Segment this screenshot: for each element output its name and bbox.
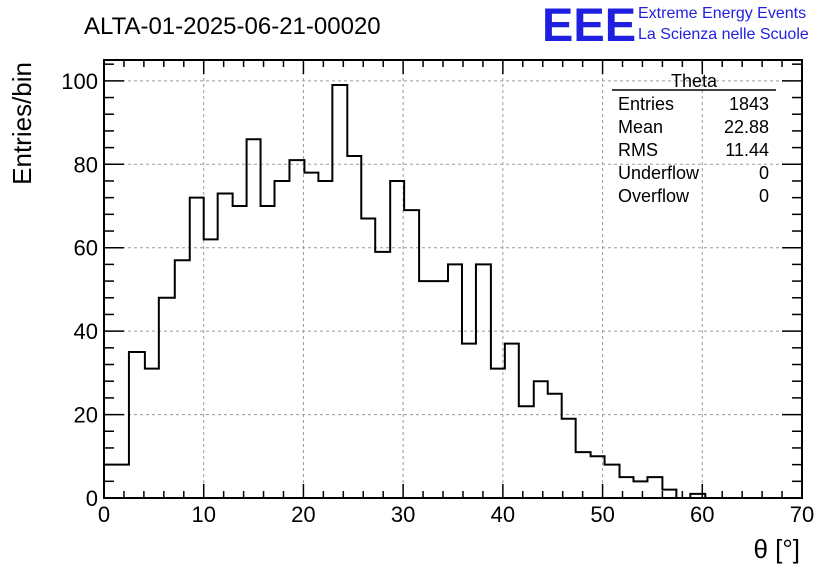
histogram-bin [662, 490, 676, 498]
histogram-bin [562, 419, 576, 498]
histogram-bin [159, 298, 175, 498]
histogram-bin [347, 156, 361, 498]
stats-label-rms: RMS [618, 140, 658, 160]
histogram-bin [145, 369, 159, 498]
histogram-bin [261, 206, 275, 498]
eee-logo-mark: EEE [542, 0, 636, 51]
stats-box: Theta Entries 1843 Mean 22.88 RMS 11.44 … [612, 71, 776, 206]
histogram-bin [275, 181, 290, 498]
x-tick-label: 40 [491, 502, 515, 527]
y-axis-title: Entries/bin [7, 62, 37, 185]
histogram-bin [519, 406, 534, 498]
histogram-bin [419, 281, 433, 498]
histogram-bin [505, 344, 519, 498]
histogram-bin [190, 198, 204, 498]
histogram-bin [375, 252, 390, 498]
y-tick-label: 80 [74, 152, 98, 177]
histogram-bin [233, 206, 247, 498]
stats-value-overflow: 0 [759, 186, 769, 206]
stats-value-underflow: 0 [759, 163, 769, 183]
x-tick-label: 0 [98, 502, 110, 527]
histogram-bin [247, 139, 261, 498]
histogram-bin [332, 85, 347, 498]
x-tick-label: 60 [690, 502, 714, 527]
histogram-bin [404, 210, 419, 498]
y-tick-label: 20 [74, 403, 98, 428]
stats-label-overflow: Overflow [618, 186, 690, 206]
x-tick-label: 10 [191, 502, 215, 527]
x-tick-label: 30 [391, 502, 415, 527]
grid [104, 60, 802, 498]
x-tick-label: 20 [291, 502, 315, 527]
histogram-bin [448, 264, 462, 498]
axis-ticks [103, 60, 803, 499]
stats-value-mean: 22.88 [724, 117, 769, 137]
stats-value-rms: 11.44 [725, 140, 769, 160]
histogram-bin [633, 481, 647, 498]
y-tick-label: 60 [74, 236, 98, 261]
histogram-series [104, 84, 707, 499]
histogram-bin [218, 193, 233, 498]
histogram-bin [433, 281, 448, 498]
x-axis-title: θ [°] [753, 534, 800, 564]
histogram-bin [361, 219, 375, 498]
histogram-bin [318, 181, 332, 498]
y-tick-label: 100 [61, 69, 98, 94]
stats-box-name: Theta [671, 71, 718, 91]
plot-frame [103, 59, 803, 499]
y-tick-label: 40 [74, 319, 98, 344]
histogram-bin [605, 465, 620, 498]
histogram-bin [462, 344, 476, 498]
histogram-bin [129, 352, 145, 498]
histogram-bin [289, 160, 304, 498]
histogram-bin [304, 173, 318, 498]
stats-label-entries: Entries [618, 94, 674, 114]
chart-title: ALTA-01-2025-06-21-00020 [84, 13, 381, 40]
x-tick-label: 50 [590, 502, 614, 527]
histogram-bin [548, 394, 562, 498]
y-tick-label: 0 [86, 486, 98, 511]
histogram-bin [390, 181, 404, 498]
x-tick-label: 70 [790, 502, 814, 527]
histogram-step-line [104, 84, 707, 499]
stats-label-mean: Mean [618, 117, 663, 137]
eee-logo: EEE Extreme Energy Events La Scienza nel… [542, 0, 809, 51]
tick-labels: 0 10 20 30 40 50 60 70 0 20 40 60 80 100 [61, 69, 814, 527]
histogram-bin [476, 264, 491, 498]
histogram-bin [620, 477, 634, 498]
histogram-bin [175, 260, 190, 498]
histogram-bin [204, 239, 218, 498]
stats-value-entries: 1843 [729, 94, 769, 114]
stats-label-underflow: Underflow [618, 163, 700, 183]
histogram-bin [647, 477, 662, 498]
eee-logo-line2: La Scienza nelle Scuole [638, 26, 809, 43]
eee-logo-line1: Extreme Energy Events [638, 5, 806, 22]
histogram-bin [534, 381, 548, 498]
